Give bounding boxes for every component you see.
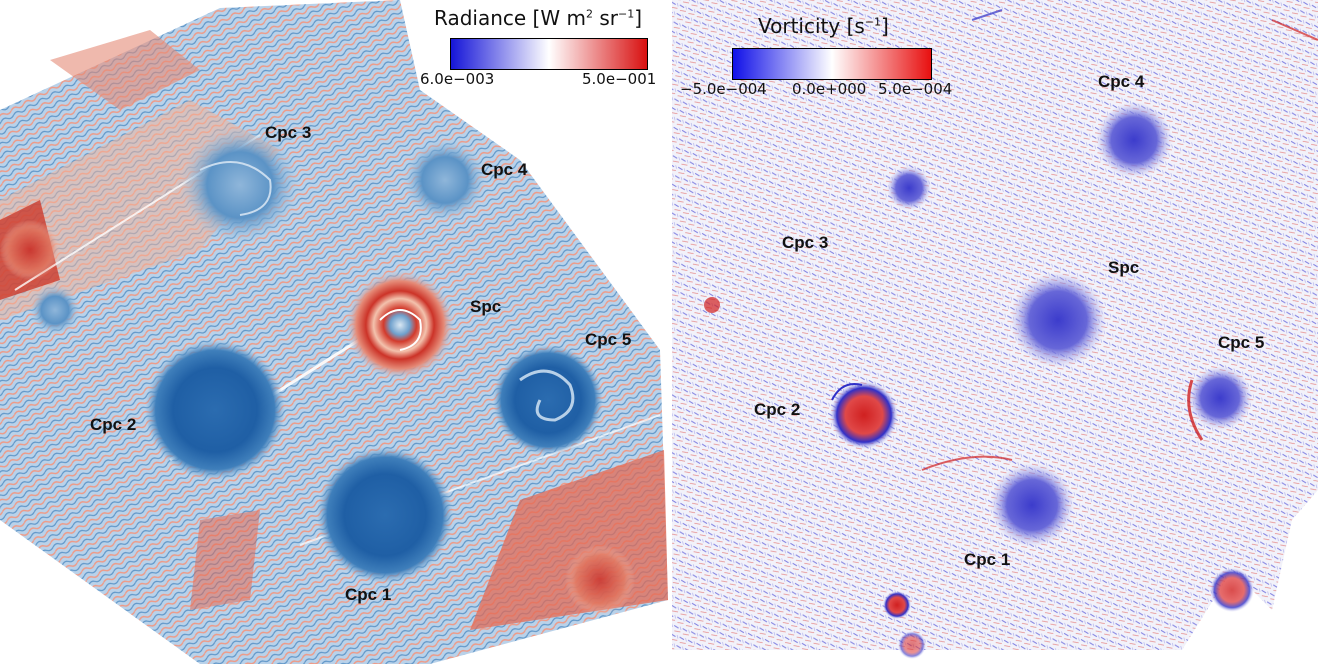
vorticity-cpc2-vortex (830, 381, 898, 449)
radiance-colorbar-gradient (450, 38, 648, 70)
vorticity-label-cpc4: Cpc 4 (1098, 72, 1145, 91)
radiance-colorbar-title: Radiance [W m2 sr−1] (434, 6, 643, 30)
vorticity-label-cpc2: Cpc 2 (754, 400, 801, 419)
cpc2-vortex (145, 340, 285, 480)
radiance-colorbar: Radiance [W m2 sr−1] 6.0e−003 5.0e−001 (420, 6, 670, 88)
cpc1-vortex (317, 447, 453, 583)
radiance-image (0, 0, 668, 664)
vorticity-label-cpc5: Cpc 5 (1218, 333, 1265, 352)
radiance-label-cpc2: Cpc 2 (90, 415, 137, 434)
vorticity-colorbar-tick-zero: 0.0e+000 (792, 80, 867, 98)
vorticity-cpc1-vortex (990, 463, 1074, 547)
radiance-colorbar-max-label: 5.0e−001 (582, 70, 657, 88)
radiance-label-cpc1: Cpc 1 (345, 585, 392, 604)
radiance-label-cpc3: Cpc 3 (265, 123, 312, 142)
cpc4-vortex (403, 138, 487, 222)
vorticity-colorbar: Vorticity [s−1] −5.0e−004 0.0e+000 5.0e−… (680, 14, 970, 98)
cpc5-vortex (493, 345, 603, 455)
radiance-label-cpc4: Cpc 4 (481, 160, 528, 179)
radiance-colorbar-min-label: 6.0e−003 (420, 70, 495, 88)
vorticity-panel: Vorticity [s−1] −5.0e−004 0.0e+000 5.0e−… (672, 0, 1318, 664)
vorticity-cpc3-vortex (887, 166, 931, 210)
vorticity-label-cpc1: Cpc 1 (964, 550, 1011, 569)
vorticity-image (672, 0, 1318, 659)
vorticity-colorbar-gradient (732, 48, 932, 80)
vorticity-cpc5-vortex (1188, 366, 1252, 430)
vorticity-spc-vortex (1010, 272, 1106, 368)
radiance-panel: Radiance [W m2 sr−1] 6.0e−003 5.0e−001 C… (0, 0, 670, 664)
vorticity-colorbar-title: Vorticity [s−1] (758, 14, 889, 38)
vorticity-label-spc: Spc (1108, 258, 1140, 277)
vorticity-cpc4-vortex (1096, 102, 1172, 178)
vorticity-label-cpc3: Cpc 3 (782, 233, 829, 252)
vorticity-colorbar-tick-pos: 5.0e−004 (878, 80, 953, 98)
vorticity-colorbar-tick-neg: −5.0e−004 (680, 80, 767, 98)
cpc3-vortex (180, 125, 300, 245)
radiance-label-cpc5: Cpc 5 (585, 330, 632, 349)
spc-vortex (345, 270, 455, 380)
radiance-label-spc: Spc (470, 297, 502, 316)
